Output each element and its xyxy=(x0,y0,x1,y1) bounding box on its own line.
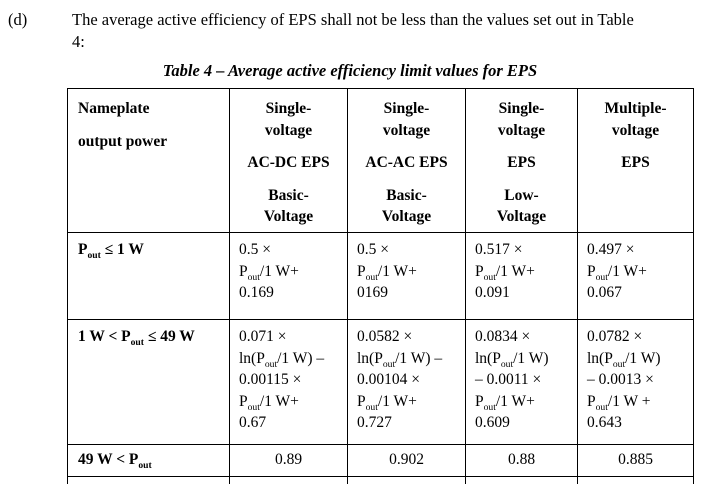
header-cell-nameplate-output-power: Nameplate output power xyxy=(67,88,230,233)
header-cell-single-voltage-eps-low-voltage: Single-voltage EPS Low- Voltage xyxy=(465,88,578,233)
table-row-cutoff xyxy=(67,476,694,484)
value-cell: 0.902 xyxy=(347,444,466,477)
empty-cell xyxy=(465,476,578,484)
value-cell: 0.89 xyxy=(229,444,348,477)
formula-cell: 0.0834 × ln(Pout/1 W) – 0.0011 × Pout/1 W+ 0… xyxy=(465,319,578,445)
empty-cell xyxy=(229,476,348,484)
paragraph-text: The average active efficiency of EPS sha… xyxy=(72,10,634,51)
row-label-cell: Pout ≤ 1 W xyxy=(67,232,230,320)
formula-cell: 0.497 × Pout/1 W+ 0.067 xyxy=(577,232,694,320)
empty-cell xyxy=(67,476,230,484)
formula-cell: 0.0782 × ln(Pout/1 W) – 0.0013 × Pout/1 W +… xyxy=(577,319,694,445)
table-row-1w-to-49w: 1 W < Pout ≤ 49 W 0.071 × ln(Pout/1 W) –0… xyxy=(67,319,694,445)
empty-cell xyxy=(577,476,694,484)
formula-cell: 0.517 × Pout/1 W+ 0.091 xyxy=(465,232,578,320)
header-cell-single-voltage-ac-dc-eps: Single-voltage AC-DC EPS Basic- Voltage xyxy=(229,88,348,233)
formula-cell: 0.5 × Pout/1 W+ 0169 xyxy=(347,232,466,320)
header-cell-multiple-voltage-eps: Multiple-voltage EPS xyxy=(577,88,694,233)
value-cell: 0.88 xyxy=(465,444,578,477)
row-label-cell: 49 W < Pout xyxy=(67,444,230,477)
value-cell: 0.885 xyxy=(577,444,694,477)
formula-cell: 0.5 × Pout/1 W+ 0.169 xyxy=(229,232,348,320)
header-row: Nameplate output power Single-voltage AC-D… xyxy=(67,88,694,233)
formula-cell: 0.071 × ln(Pout/1 W) –0.00115 × Pout/1 W+ 0… xyxy=(229,319,348,445)
efficiency-table: Nameplate output power Single-voltage AC-D… xyxy=(67,88,694,484)
header-cell-single-voltage-ac-ac-eps: Single-voltage AC-AC EPS Basic- Voltage xyxy=(347,88,466,233)
formula-cell: 0.0582 × ln(Pout/1 W) –0.00104 × Pout/1 W+… xyxy=(347,319,466,445)
table-title: Table 4 – Average active efficiency limi… xyxy=(162,61,538,80)
table-row-pout-le-1w: Pout ≤ 1 W 0.5 × Pout/1 W+ 0.169 0.5 × Pout… xyxy=(67,232,694,320)
empty-cell xyxy=(347,476,466,484)
table-row-gt-49w: 49 W < Pout 0.89 0.902 0.88 0.885 xyxy=(67,444,694,477)
row-label-cell: 1 W < Pout ≤ 49 W xyxy=(67,319,230,445)
paragraph-item-label: (d) xyxy=(8,10,28,29)
